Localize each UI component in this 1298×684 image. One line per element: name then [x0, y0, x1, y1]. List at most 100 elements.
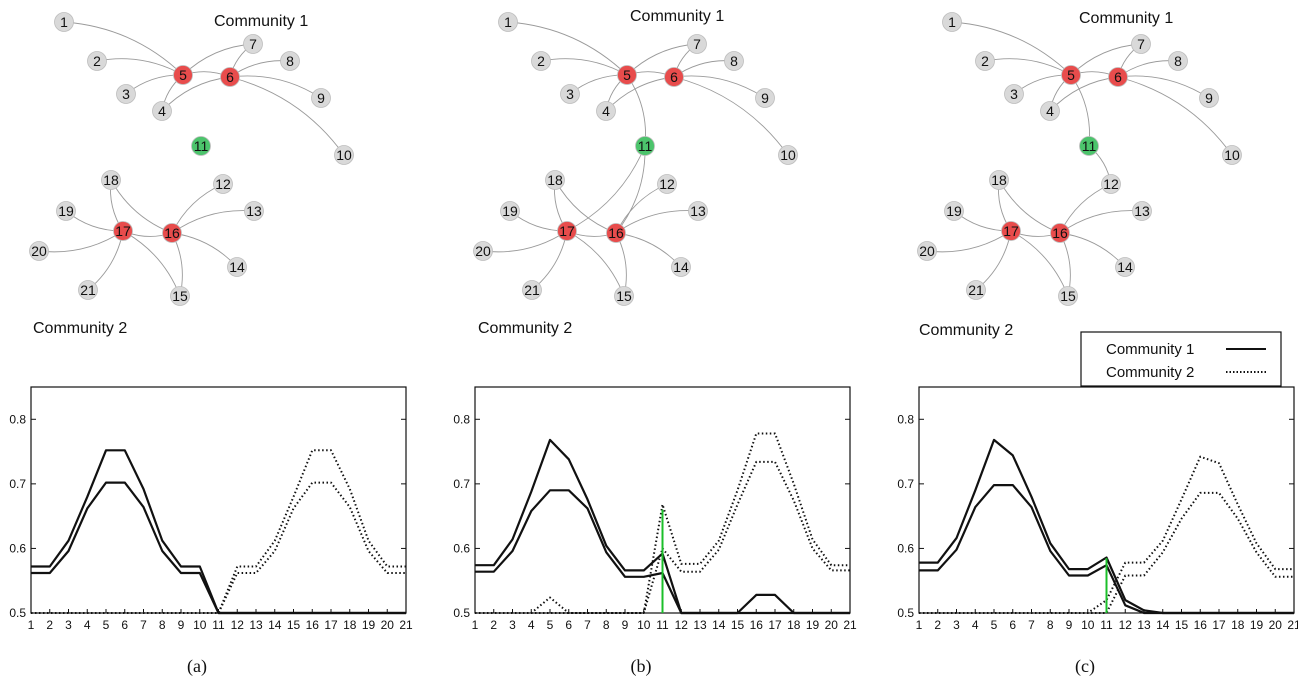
network-node-20	[917, 241, 937, 261]
legend-label-community-1: Community 1	[1106, 341, 1194, 358]
community-label-2: Community 2	[33, 320, 127, 337]
network-node-2	[975, 51, 995, 71]
network-node-2	[87, 51, 107, 71]
network-edge	[540, 58, 628, 76]
x-tick-label: 14	[712, 618, 726, 632]
network-node-17	[1001, 221, 1021, 241]
x-tick-label: 3	[65, 618, 72, 632]
network-node-10	[778, 145, 798, 165]
x-tick-label: 11	[212, 618, 225, 632]
network-edge	[1070, 43, 1142, 76]
network-edge	[984, 58, 1072, 76]
network-node-17	[113, 221, 133, 241]
x-tick-label: 6	[1009, 618, 1016, 632]
plot-frame	[30, 386, 407, 614]
community-label-1: Community 1	[630, 8, 724, 25]
network-node-13	[688, 201, 708, 221]
series-line-community-2-lower	[31, 481, 406, 614]
x-tick-label: 8	[159, 618, 166, 632]
network-node-16	[606, 223, 626, 243]
y-tick-label: 0.8	[9, 412, 26, 426]
network-node-label-11: 11	[194, 138, 209, 154]
network-node-10	[334, 145, 354, 165]
network-node-20	[29, 241, 49, 261]
x-tick-label: 15	[731, 618, 745, 632]
network-node-label-7: 7	[249, 36, 257, 52]
network-node-11	[191, 136, 211, 156]
x-tick-label: 21	[843, 618, 857, 632]
line-charts: 0.50.60.70.81 2 3 4 5 6 7 8 9 10 11 12 13 14 15 16 17 18 1…	[9, 386, 1298, 632]
y-tick-label: 0.6	[897, 541, 914, 555]
community-label-1: Community 1	[1079, 10, 1173, 27]
network-node-9	[311, 88, 331, 108]
y-tick-label: 0.7	[897, 477, 914, 491]
x-tick-label: 12	[675, 618, 689, 632]
network-node-label-1: 1	[60, 14, 68, 30]
network-node-19	[56, 201, 76, 221]
y-tick-label: 0.5	[453, 606, 470, 620]
x-tick-label: 15	[1175, 618, 1189, 632]
network-node-label-17: 17	[559, 223, 575, 239]
network-edge	[566, 145, 646, 232]
x-tick-label: 5	[103, 618, 110, 632]
network-node-label-17: 17	[1003, 223, 1019, 239]
network-edge	[482, 230, 568, 253]
x-tick-label: 2	[934, 618, 941, 632]
x-tick-label: 5	[547, 618, 554, 632]
community-label-2: Community 2	[478, 320, 572, 337]
network-node-label-5: 5	[179, 67, 187, 83]
x-tick-label: 7	[584, 618, 591, 632]
legend-label-community-2: Community 2	[1106, 364, 1194, 381]
network-node-21	[78, 280, 98, 300]
x-tick-label: 3	[509, 618, 516, 632]
y-tick-label: 0.8	[897, 412, 914, 426]
network-node-label-16: 16	[164, 225, 180, 241]
network-edge	[673, 76, 789, 156]
network-node-5	[617, 65, 637, 85]
network-node-label-14: 14	[673, 259, 689, 275]
network-node-7	[687, 34, 707, 54]
x-tick-label: 16	[306, 618, 320, 632]
x-tick-label: 20	[1269, 618, 1283, 632]
x-tick-label: 9	[622, 618, 629, 632]
x-tick-label: 17	[1212, 618, 1226, 632]
network-node-6	[1108, 67, 1128, 87]
network-node-13	[1132, 201, 1152, 221]
network-node-label-14: 14	[229, 259, 245, 275]
x-tick-label: 16	[1194, 618, 1208, 632]
network-node-4	[1040, 101, 1060, 121]
network-node-3	[116, 84, 136, 104]
x-tick-label: 1	[472, 618, 479, 632]
y-tick-label: 0.7	[453, 477, 470, 491]
x-tick-label: 14	[1156, 618, 1170, 632]
network-node-label-4: 4	[1046, 103, 1054, 119]
network-node-label-6: 6	[1114, 69, 1122, 85]
x-tick-label: 1	[28, 618, 35, 632]
network-node-16	[162, 223, 182, 243]
network-node-label-20: 20	[475, 243, 491, 259]
x-tick-label: 21	[1287, 618, 1298, 632]
y-tick-label: 0.5	[9, 606, 26, 620]
x-tick-label: 9	[1066, 618, 1073, 632]
x-tick-label: 10	[1081, 618, 1095, 632]
network-node-label-5: 5	[623, 67, 631, 83]
x-tick-label: 8	[1047, 618, 1054, 632]
network-node-label-8: 8	[730, 53, 738, 69]
network-node-label-18: 18	[547, 172, 563, 188]
network-node-label-3: 3	[122, 86, 130, 102]
x-tick-label: 4	[528, 618, 535, 632]
chart-panel-a: 0.50.60.70.81 2 3 4 5 6 7 8 9 10 11 12 13 14 15 16 17 18 1…	[9, 386, 413, 632]
network-node-11	[635, 136, 655, 156]
x-tick-label: 12	[231, 618, 245, 632]
x-tick-label: 6	[565, 618, 572, 632]
x-tick-label: 19	[1250, 618, 1264, 632]
x-tick-label: 12	[1119, 618, 1133, 632]
panel-caption-a: (a)	[187, 656, 207, 677]
network-node-20	[473, 241, 493, 261]
network-node-15	[614, 286, 634, 306]
panel-caption-c: (c)	[1075, 656, 1095, 677]
network-node-label-15: 15	[172, 288, 188, 304]
network-node-label-5: 5	[1067, 67, 1075, 83]
network-node-8	[280, 51, 300, 71]
network-edge	[1117, 76, 1233, 156]
